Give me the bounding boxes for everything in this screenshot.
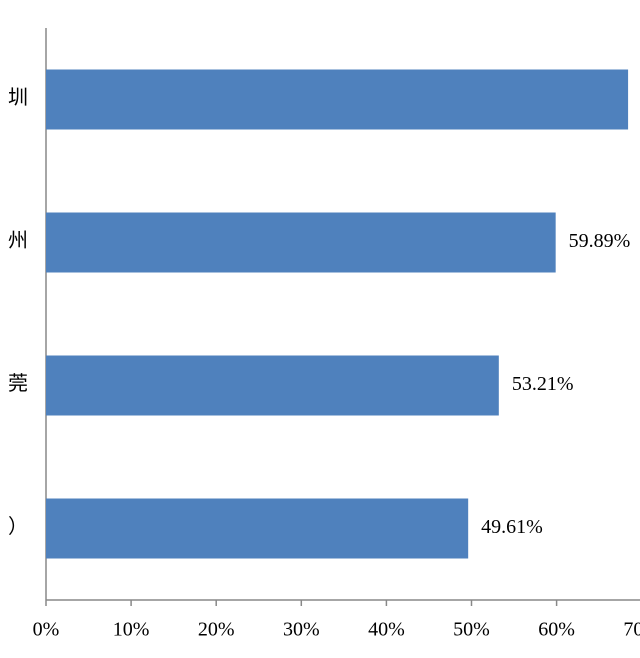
x-tick-label: 10%	[113, 619, 150, 641]
x-tick-label: 50%	[453, 619, 490, 641]
y-tick-label: 州	[8, 230, 28, 252]
value-label: 53.21%	[512, 373, 574, 395]
x-tick-label: 20%	[198, 619, 235, 641]
x-tick-label: 70%	[623, 619, 640, 641]
bar	[46, 69, 629, 130]
x-tick-label: 40%	[368, 619, 405, 641]
value-label: 59.89%	[569, 230, 631, 252]
x-tick-label: 60%	[538, 619, 575, 641]
x-tick-label: 30%	[283, 619, 320, 641]
bar	[46, 355, 499, 416]
bar	[46, 212, 556, 273]
y-tick-label: 圳	[8, 86, 28, 109]
y-tick-label: 莞	[8, 372, 28, 395]
value-label: 49.61%	[481, 516, 543, 538]
x-tick-label: 0%	[33, 619, 60, 641]
y-tick-label: ）	[8, 515, 28, 538]
bar	[46, 498, 469, 559]
